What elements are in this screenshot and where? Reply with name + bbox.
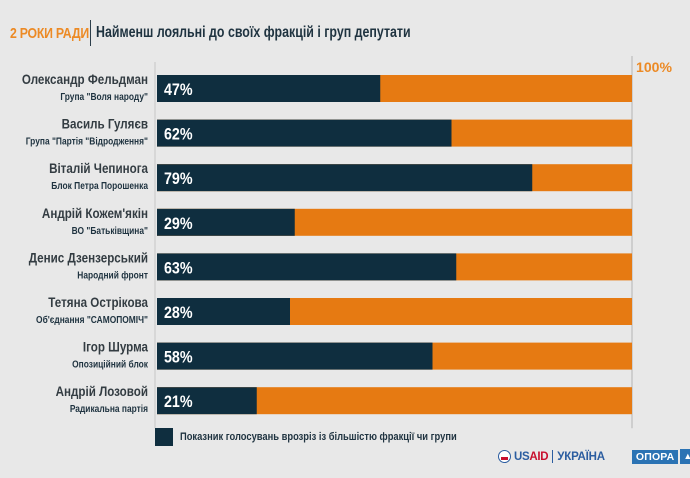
bar-value-label: 58% xyxy=(164,349,193,367)
page-title: Найменш лояльні до своїх фракцій і груп … xyxy=(96,24,411,41)
category-group: Радикальна партія xyxy=(70,403,148,415)
bar-value xyxy=(157,164,533,192)
bar-value-label: 28% xyxy=(164,304,193,322)
sponsor-logos: USAID УКРАЇНА ОПОРА ▲ xyxy=(498,449,690,464)
usaid-logo-aid: AID xyxy=(529,450,549,463)
category-group: Народний фронт xyxy=(77,270,148,282)
ukraine-label: УКРАЇНА xyxy=(557,450,605,463)
opora-logo: ОПОРА ▲ xyxy=(631,449,690,464)
opora-label: ОПОРА xyxy=(631,449,679,464)
header-divider xyxy=(90,20,91,46)
category-name: Андрій Кожем'якін xyxy=(42,205,148,221)
bar-value xyxy=(157,208,295,236)
category-name: Денис Дзензерський xyxy=(29,249,148,265)
category-group: ВО "Батьківщина" xyxy=(72,225,148,237)
bar-value-label: 62% xyxy=(164,126,193,144)
category-name: Тетяна Острікова xyxy=(48,294,148,310)
usaid-logo-us: US xyxy=(514,450,530,463)
category-name: Андрій Лозовой xyxy=(56,383,148,399)
opora-triangle-icon: ▲ xyxy=(680,449,690,464)
legend-swatch xyxy=(155,428,173,446)
usaid-seal-icon xyxy=(498,450,511,463)
bar-value xyxy=(157,298,290,325)
category-group: Група "Партія "Відродження" xyxy=(26,136,148,148)
axis-max-label: 100% xyxy=(636,59,673,75)
logo-divider xyxy=(552,450,554,463)
bar-value-label: 21% xyxy=(164,393,193,411)
legend: Показник голосувань врозріз із більшістю… xyxy=(155,428,506,446)
bar-value-label: 29% xyxy=(164,215,193,233)
category-group: Об'єднання "САМОПОМІЧ" xyxy=(36,314,148,326)
bar-value-label: 47% xyxy=(164,81,193,99)
header: 2 РОКИ РАДИ Найменш лояльні до своїх фра… xyxy=(10,20,489,46)
bar-value xyxy=(157,75,381,102)
usaid-logo: USAID xyxy=(514,450,549,463)
header-kicker: 2 РОКИ РАДИ xyxy=(10,24,90,42)
bar-value-label: 79% xyxy=(164,170,193,188)
bar-value xyxy=(157,387,257,415)
bar-value xyxy=(157,342,433,370)
category-name: Олександр Фельдман xyxy=(22,71,148,87)
category-name: Василь Гуляєв xyxy=(62,116,148,132)
legend-label: Показник голосувань врозріз із більшістю… xyxy=(180,431,457,443)
category-group: Група "Воля народу" xyxy=(60,91,148,103)
bar-value xyxy=(157,119,452,147)
bar-value xyxy=(157,253,457,281)
category-name: Віталій Чепинога xyxy=(49,160,149,176)
bar-value-label: 63% xyxy=(164,259,193,277)
category-group: Блок Петра Порошенка xyxy=(51,180,148,192)
category-name: Ігор Шурма xyxy=(83,339,149,355)
category-group: Опозиційний блок xyxy=(72,359,148,371)
